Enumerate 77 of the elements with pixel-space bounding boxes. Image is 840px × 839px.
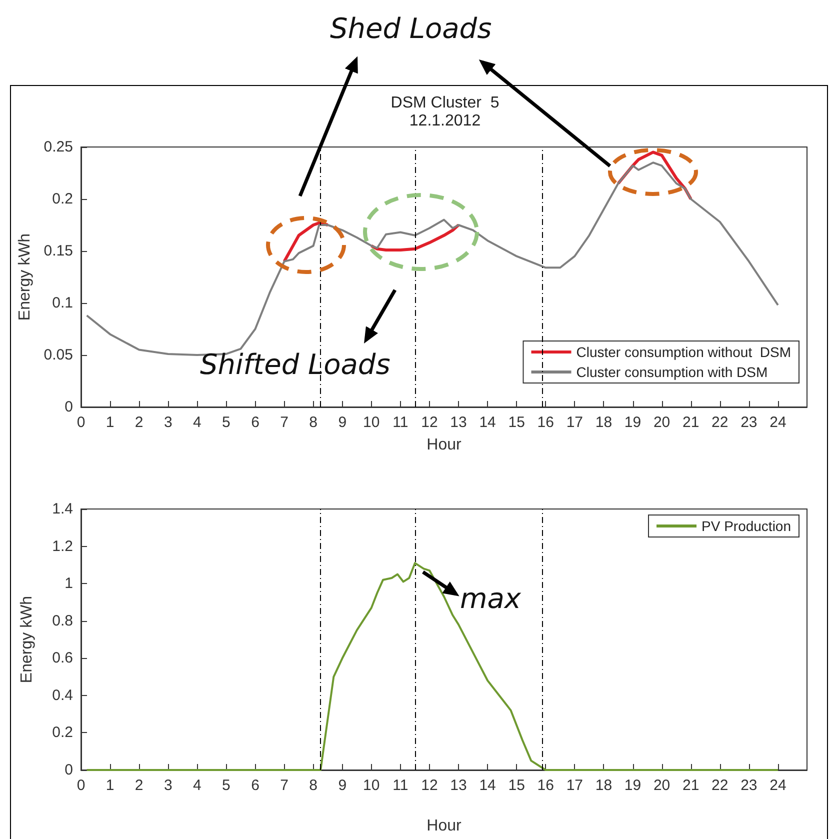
x-tick-label: 8 [309, 414, 318, 431]
x-tick-label: 16 [537, 414, 554, 431]
x-tick-label: 17 [566, 414, 584, 431]
y-tick-label: 0.2 [52, 190, 73, 208]
x-tick-label: 8 [309, 777, 318, 794]
y-tick-label: 1.2 [52, 538, 73, 555]
legend-label: PV Production [702, 518, 792, 534]
y-tick-label: 0.1 [52, 294, 73, 312]
x-tick-label: 1 [106, 414, 114, 431]
y-tick-label: 1.4 [52, 500, 73, 518]
y-tick-label: 1 [64, 575, 73, 592]
x-tick-label: 3 [164, 777, 172, 794]
chart-subtitle: 12.1.2012 [409, 112, 481, 130]
x-tick-label: 1 [106, 777, 114, 794]
y-tick-label: 0.05 [44, 346, 73, 364]
x-tick-label: 13 [450, 777, 467, 794]
x-tick-label: 17 [566, 777, 584, 794]
x-tick-label: 5 [222, 777, 230, 794]
x-tick-label: 13 [450, 414, 467, 431]
x-tick-label: 14 [479, 777, 496, 794]
x-tick-label: 0 [76, 414, 86, 431]
y-axis-title: Energy kWh [16, 233, 34, 321]
x-tick-label: 15 [508, 777, 525, 794]
x-tick-label: 12 [421, 777, 438, 794]
x-tick-label: 24 [770, 777, 786, 794]
x-tick-label: 23 [740, 414, 758, 431]
x-tick-label: 20 [653, 777, 670, 794]
x-tick-label: 4 [192, 414, 202, 431]
text: Shed Loads [330, 12, 492, 45]
x-tick-label: 6 [251, 414, 260, 431]
x-axis-title: Hour [426, 818, 462, 834]
x-tick-label: 11 [392, 414, 408, 431]
x-tick-label: 18 [595, 777, 612, 794]
x-axis-title: Hour [426, 436, 462, 454]
x-tick-label: 10 [363, 777, 380, 794]
x-tick-label: 3 [164, 414, 172, 431]
x-tick-label: 21 [682, 777, 700, 794]
x-tick-label: 21 [682, 414, 700, 431]
x-tick-label: 22 [712, 414, 728, 431]
x-tick-label: 10 [363, 414, 380, 431]
x-tick-label: 20 [653, 414, 670, 431]
x-tick-label: 12 [421, 414, 438, 431]
x-tick-label: 2 [134, 777, 144, 794]
legend-label: Cluster consumption without DSM [576, 344, 792, 360]
x-tick-label: 2 [134, 414, 144, 431]
x-tick-label: 0 [76, 777, 86, 794]
x-tick-label: 7 [280, 777, 288, 794]
x-tick-label: 18 [595, 414, 612, 431]
y-tick-label: 0.4 [52, 686, 73, 704]
x-tick-label: 11 [392, 777, 408, 794]
x-tick-label: 14 [479, 414, 496, 431]
x-tick-label: 7 [280, 414, 288, 431]
annotation: max [460, 582, 522, 615]
x-tick-label: 4 [192, 777, 202, 794]
y-tick-label: 0.25 [44, 138, 73, 156]
x-tick-label: 19 [624, 414, 642, 431]
x-tick-label: 22 [712, 777, 728, 794]
x-tick-label: 6 [251, 777, 260, 794]
x-tick-label: 15 [508, 414, 525, 431]
chart-title: DSM Cluster 5 [390, 94, 500, 112]
line-series [86, 562, 779, 771]
y-tick-label: 0 [64, 398, 73, 416]
x-tick-label: 9 [338, 414, 347, 431]
x-tick-label: 23 [740, 777, 758, 794]
y-tick-label: 0 [64, 762, 73, 778]
x-tick-label: 24 [770, 414, 786, 431]
y-tick-label: 0.15 [44, 242, 73, 260]
annotation: Shifted Loads [200, 348, 390, 381]
y-axis-title: Energy kWh [18, 596, 36, 684]
legend-label: Cluster consumption with DSM [576, 364, 768, 380]
x-tick-label: 19 [624, 777, 642, 794]
x-tick-label: 16 [537, 777, 554, 794]
y-tick-label: 0.8 [52, 612, 73, 630]
y-tick-label: 0.6 [52, 650, 73, 667]
y-tick-label: 0.2 [52, 724, 73, 742]
x-tick-label: 9 [338, 777, 347, 794]
x-tick-label: 5 [222, 414, 230, 431]
